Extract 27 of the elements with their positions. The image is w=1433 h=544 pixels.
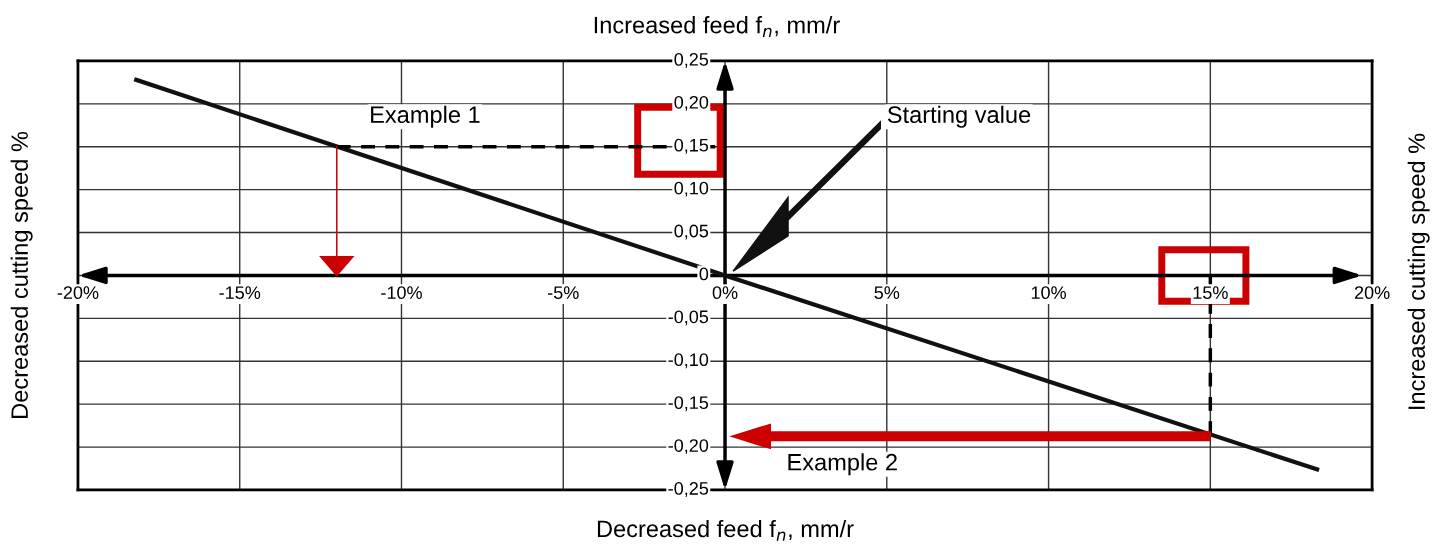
x-tick-label: -20%: [57, 286, 99, 300]
y-tick-label: -0,15: [668, 396, 709, 412]
y-tick-label: 0,25: [674, 52, 709, 68]
annotation: Starting value: [887, 105, 1031, 128]
y-tick-label: 0,10: [674, 181, 709, 197]
x-tick-label: 15%: [1193, 286, 1228, 300]
y-tick-label: -0,05: [668, 310, 709, 326]
y-tick-label: -0,20: [668, 439, 709, 455]
x-tick-label: -15%: [219, 286, 261, 300]
y-axis-title: Decreased cutting speed %: [10, 131, 33, 418]
y-tick-label: 0,20: [674, 95, 709, 111]
y-tick-label: 0: [699, 267, 709, 281]
x-tick-label: 0%: [712, 286, 738, 300]
x-axis-title: Decreased feed f$_{n}$, mm/r: [597, 519, 854, 541]
y-tick-label: -0,10: [668, 353, 709, 369]
x-tick-label: 10%: [1031, 286, 1066, 300]
x2-axis-title: Increased feed f$_{n}$, mm/r: [594, 16, 840, 38]
y-tick-label: 0,05: [674, 224, 709, 240]
y-tick-label: -0,25: [668, 482, 709, 497]
annotation: Example 2: [788, 453, 897, 476]
y2-axis-title: Increased cutting speed %: [1407, 133, 1430, 409]
x-tick-label: -10%: [381, 286, 422, 300]
x-tick-label: 20%: [1354, 286, 1390, 300]
y-tick-label: 0,15: [674, 138, 709, 154]
x-tick-label: -5%: [548, 286, 579, 300]
x-tick-label: 5%: [874, 286, 900, 300]
annotation: Example 1: [371, 105, 480, 128]
